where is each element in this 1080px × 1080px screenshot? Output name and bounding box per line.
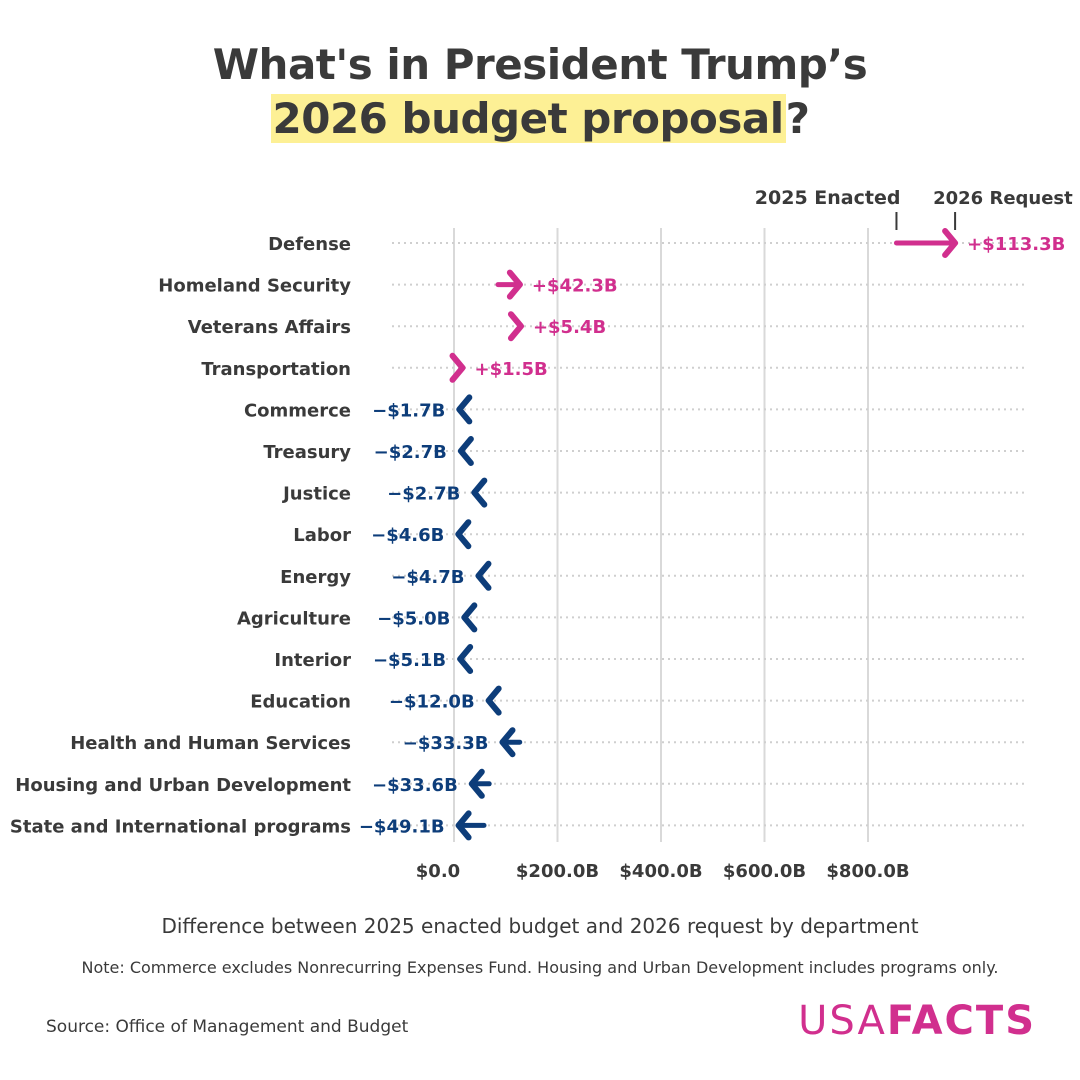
arrow-head [468, 768, 485, 799]
data-label: +$1.5B [475, 359, 548, 380]
category-label: Justice [281, 484, 351, 505]
category-label: State and International programs [10, 816, 351, 837]
category-label: Interior [274, 650, 351, 671]
x-tick-label: $600.0B [723, 861, 806, 882]
arrow-head [507, 311, 524, 342]
logo-part-usa: USA [798, 998, 887, 1044]
arrow-head [449, 352, 466, 383]
arrow-chart: $0.0 $200.0B $400.0B $600.0B $800.0B Defense H… [10, 187, 1073, 882]
arrow-head [942, 228, 959, 258]
data-label: −$49.1B [359, 816, 445, 837]
data-label: −$2.7B [387, 484, 460, 505]
chart-subtitle: Difference between 2025 enacted budget a… [161, 914, 919, 938]
title-line-2: 2026 budget proposal? [0, 92, 1080, 146]
data-label: −$33.6B [372, 775, 458, 796]
arrow-head [471, 477, 488, 508]
arrow-head [475, 560, 492, 591]
category-label: Homeland Security [158, 276, 351, 297]
category-label: Energy [280, 567, 351, 588]
category-label: Commerce [244, 400, 351, 421]
chart-title: What's in President Trump’s 2026 budget … [0, 38, 1080, 146]
arrow-head [457, 436, 474, 466]
category-label: Transportation [201, 359, 351, 380]
legend-label-enacted: 2025 Enacted [755, 187, 901, 209]
arrow-head [457, 644, 474, 674]
legend-label-request: 2026 Request [933, 188, 1073, 209]
usafacts-logo: USAFACTS [798, 998, 1036, 1044]
category-label: Defense [268, 234, 351, 255]
arrow-head [506, 269, 523, 300]
x-tick-label: $200.0B [516, 861, 599, 882]
x-tick-label: $0.0 [416, 861, 460, 882]
category-label: Veterans Affairs [188, 317, 351, 338]
title-line-1: What's in President Trump’s [212, 40, 868, 89]
category-label: Education [250, 692, 351, 713]
data-label: −$33.3B [403, 733, 489, 754]
chart-note: Note: Commerce excludes Nonrecurring Exp… [81, 958, 999, 977]
x-tick-label: $800.0B [826, 861, 909, 882]
title-tail: ? [785, 94, 810, 143]
source-text: Source: Office of Management and Budget [46, 1017, 409, 1037]
category-label: Treasury [263, 442, 351, 463]
data-label: −$4.7B [391, 567, 464, 588]
arrow-head [461, 602, 478, 633]
category-label: Labor [293, 525, 351, 546]
data-label: +$42.3B [532, 276, 618, 297]
data-label: −$12.0B [389, 692, 475, 713]
category-label: Agriculture [237, 608, 351, 629]
title-highlight: 2026 budget proposal [270, 94, 786, 143]
arrow-head [456, 394, 473, 425]
data-label: −$1.7B [372, 400, 445, 421]
data-label: +$5.4B [533, 317, 606, 338]
arrow-head [485, 685, 502, 716]
data-label: −$4.6B [371, 525, 444, 546]
arrow-head [499, 727, 516, 758]
data-label: +$113.3B [967, 234, 1065, 255]
data-label: −$5.1B [373, 650, 446, 671]
logo-part-facts: FACTS [886, 998, 1036, 1044]
arrow-head [455, 519, 472, 550]
x-tick-label: $400.0B [619, 861, 702, 882]
category-label: Health and Human Services [70, 733, 351, 754]
category-label: Housing and Urban Development [15, 775, 351, 796]
data-label: −$5.0B [377, 608, 450, 629]
arrow-head [455, 810, 472, 841]
data-label: −$2.7B [374, 442, 447, 463]
